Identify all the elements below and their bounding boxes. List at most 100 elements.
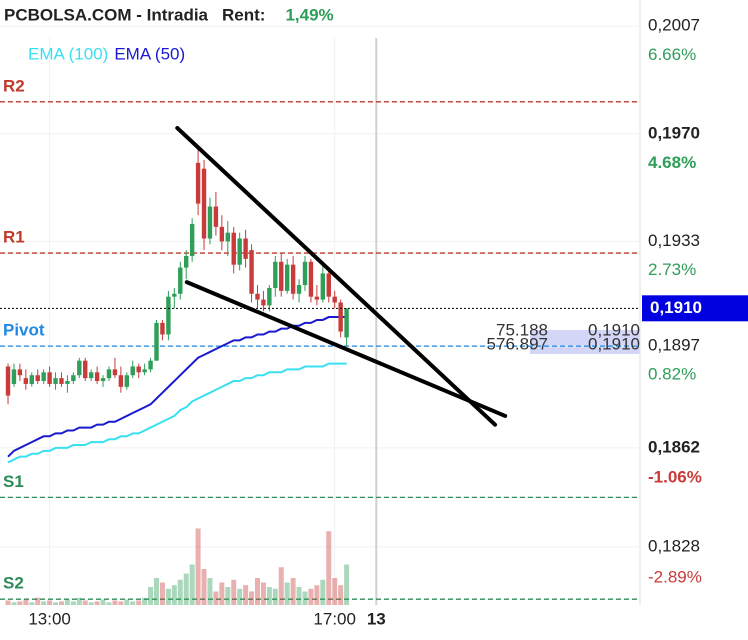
- candle-body: [53, 378, 58, 384]
- candle-body: [219, 226, 225, 242]
- level-label: S1: [3, 472, 24, 491]
- rent-value: 1,49%: [285, 5, 333, 24]
- candle-body: [35, 375, 40, 382]
- y-tick-label: 0,1862: [648, 437, 700, 456]
- candle-body: [261, 299, 266, 306]
- volume-bar: [118, 601, 124, 605]
- candle-body: [71, 375, 76, 382]
- candle-body: [320, 273, 326, 300]
- volume-bar: [29, 602, 35, 605]
- candle-body: [94, 372, 100, 382]
- volume-bar: [320, 579, 326, 605]
- volume-bar: [207, 578, 213, 605]
- candle-body: [302, 261, 308, 286]
- volume-bar: [201, 569, 207, 605]
- candle-body: [41, 372, 46, 382]
- candle-body: [207, 206, 213, 239]
- volume-bar: [112, 600, 118, 605]
- candle-body: [201, 168, 207, 239]
- volume-bar: [260, 582, 266, 605]
- current-price-box: [642, 295, 748, 322]
- overlay-label: 0,1910: [588, 334, 640, 353]
- volume-bar: [225, 587, 231, 605]
- volume-bar: [53, 602, 59, 605]
- volume-bar: [11, 602, 17, 605]
- current-price-label: 0,1910: [650, 298, 702, 317]
- candle-body: [29, 375, 34, 384]
- candle-body: [338, 302, 343, 332]
- y-tick-label: 0,1828: [648, 536, 700, 555]
- candle-body: [184, 255, 189, 268]
- level-label: Pivot: [3, 321, 45, 340]
- candle-body: [118, 375, 124, 387]
- candle-body: [130, 366, 135, 376]
- candle-body: [332, 296, 337, 303]
- volume-bar: [344, 564, 350, 605]
- volume-bar: [76, 597, 82, 605]
- candle-body: [178, 267, 183, 294]
- volume-bar: [165, 588, 171, 605]
- volume-bar: [124, 599, 130, 605]
- volume-bar: [266, 587, 272, 605]
- volume-bar: [296, 587, 302, 605]
- volume-bar: [302, 591, 308, 605]
- candle-body: [154, 322, 159, 361]
- candle-body: [17, 369, 23, 376]
- volume-bar: [237, 588, 243, 605]
- volume-bar: [189, 564, 195, 605]
- x-tick-label: 13: [367, 609, 386, 628]
- level-label: R1: [3, 228, 25, 247]
- candle-body: [237, 238, 242, 265]
- volume-bar: [332, 578, 338, 605]
- y2-tick-label: 6.66%: [648, 45, 696, 64]
- volume-bar: [100, 599, 106, 605]
- y2-tick-label: 0.82%: [648, 365, 696, 384]
- candle-body: [47, 372, 52, 384]
- volume-bar: [88, 602, 94, 605]
- candle-body: [11, 369, 17, 384]
- candle-body: [100, 378, 106, 382]
- candle-body: [106, 369, 112, 379]
- volume-bar: [82, 600, 88, 605]
- y2-tick-label: 2.73%: [648, 260, 696, 279]
- volume-bar: [70, 601, 76, 605]
- volume-bar: [41, 601, 47, 605]
- x-tick-label: 13:00: [28, 609, 71, 628]
- volume-bar: [254, 578, 260, 605]
- volume-bar: [219, 582, 225, 605]
- volume-bar: [290, 578, 296, 605]
- volume-bar: [136, 600, 142, 605]
- y2-tick-label: -1.06%: [648, 467, 702, 486]
- candle-body: [172, 293, 177, 297]
- volume-bar: [284, 582, 290, 605]
- volume-bar: [231, 579, 237, 605]
- candle-body: [344, 308, 349, 338]
- candle-body: [83, 360, 88, 379]
- candle-body: [326, 273, 331, 297]
- candle-body: [273, 261, 278, 288]
- candle-body: [160, 322, 165, 335]
- trendline: [175, 125, 498, 427]
- volume-bar: [272, 588, 278, 605]
- volume-bar: [23, 599, 29, 605]
- candle-body: [23, 378, 29, 384]
- candle-body: [213, 206, 219, 227]
- volume-bar: [142, 597, 148, 605]
- volume-bar: [47, 600, 53, 605]
- candle-body: [225, 232, 230, 242]
- volume-bar: [249, 591, 255, 605]
- overlay-label: 576.897: [487, 334, 548, 353]
- level-label: R2: [3, 76, 25, 95]
- candle-body: [5, 366, 11, 396]
- candle-body: [142, 369, 147, 373]
- candle-body: [195, 162, 201, 204]
- candle-body: [296, 285, 302, 294]
- volume-bar: [106, 602, 112, 605]
- volume-bar: [154, 578, 160, 605]
- candle-body: [249, 250, 254, 294]
- volume-bar: [177, 579, 183, 605]
- candle-body: [189, 223, 195, 256]
- legend-entry: EMA (100): [28, 44, 108, 63]
- candle-body: [231, 232, 236, 265]
